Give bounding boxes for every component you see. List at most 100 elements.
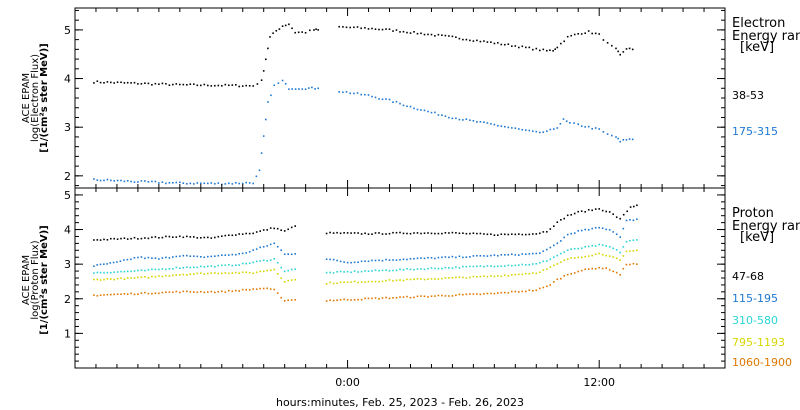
proton-point [486, 233, 489, 236]
proton-point [259, 230, 261, 232]
proton-point [605, 245, 607, 247]
proton-point [165, 235, 167, 238]
proton-point [423, 268, 426, 271]
proton-point [521, 273, 524, 276]
proton-point [110, 237, 112, 240]
electron-point [214, 183, 216, 185]
proton-point [161, 291, 164, 294]
electron-point [483, 121, 485, 123]
proton-legend-795-1193: 795-1193 [732, 336, 785, 349]
electron-point [96, 179, 99, 181]
electron-point [560, 42, 562, 45]
proton-point [539, 232, 541, 235]
proton-point [228, 254, 230, 256]
electron-point [374, 28, 377, 30]
proton-point [241, 288, 244, 291]
x-tick-label: 12:00 [583, 376, 615, 389]
proton-point [539, 261, 541, 264]
proton-point [325, 258, 328, 260]
proton-point [560, 252, 562, 255]
proton-point [413, 232, 415, 234]
proton-point [434, 267, 436, 270]
proton-point [168, 275, 171, 277]
electron-point [140, 83, 143, 85]
proton-point [189, 236, 192, 238]
proton-point [378, 269, 380, 272]
proton-point [193, 273, 195, 275]
proton-point [395, 269, 398, 272]
electron-point [602, 39, 605, 41]
proton-point [479, 293, 482, 296]
proton-point [518, 291, 520, 293]
proton-point [137, 276, 139, 279]
proton-point [224, 291, 227, 293]
proton-point [287, 228, 289, 231]
proton-point [241, 262, 244, 265]
proton-point [110, 271, 112, 274]
proton-point [409, 278, 412, 281]
proton-point [629, 263, 631, 266]
proton-point [214, 291, 216, 294]
proton-point [371, 233, 373, 235]
proton-point [357, 261, 359, 263]
electron-point [210, 85, 213, 87]
electron-point [539, 49, 541, 52]
proton-point [535, 289, 538, 292]
electron-legend-175-315: 175-315 [732, 125, 778, 138]
proton-point [402, 232, 405, 235]
electron-point [294, 88, 297, 90]
electron-point [409, 32, 412, 34]
electron-point [193, 183, 195, 185]
proton-point [632, 219, 635, 222]
proton-point [511, 233, 513, 235]
proton-point [210, 272, 213, 274]
proton-point [580, 269, 583, 272]
proton-point [608, 255, 611, 257]
electron-point [217, 84, 220, 87]
proton-point [504, 233, 506, 236]
electron-point [378, 98, 380, 100]
proton-point [486, 265, 489, 267]
electron-point [154, 180, 157, 183]
electron-point [381, 98, 384, 101]
electron-point [106, 81, 109, 83]
proton-point [325, 232, 328, 235]
proton-point [591, 267, 593, 270]
proton-point [420, 278, 422, 280]
proton-point [625, 263, 628, 266]
proton-point [392, 231, 394, 234]
proton-point [99, 279, 102, 281]
proton-point [591, 244, 593, 247]
proton-point [462, 276, 464, 279]
electron-point [175, 83, 178, 85]
proton-point [360, 270, 363, 273]
electron-point [235, 84, 237, 86]
proton-point [493, 292, 496, 295]
proton-point [625, 250, 628, 253]
proton-legend-310-580: 310-580 [732, 314, 778, 327]
proton-point [371, 297, 373, 300]
proton-point [200, 256, 202, 258]
proton-point [283, 300, 286, 302]
electron-point [598, 33, 600, 35]
proton-point [130, 237, 132, 240]
proton-point [553, 225, 555, 227]
electron-point [441, 114, 443, 116]
electron-point [147, 82, 150, 85]
proton-point [594, 253, 597, 255]
proton-point [434, 295, 436, 297]
proton-point [608, 246, 611, 248]
proton-point [381, 233, 384, 235]
proton-point [479, 232, 482, 235]
proton-point [608, 269, 611, 271]
proton-point [636, 263, 638, 265]
proton-point [504, 265, 506, 267]
proton-legend-title-3: [keV] [740, 230, 774, 245]
proton-point [189, 273, 192, 275]
proton-point [507, 292, 510, 294]
proton-point [133, 293, 136, 296]
proton-point [280, 249, 282, 251]
proton-point [210, 255, 213, 258]
proton-point [96, 295, 99, 297]
proton-point [388, 270, 391, 272]
